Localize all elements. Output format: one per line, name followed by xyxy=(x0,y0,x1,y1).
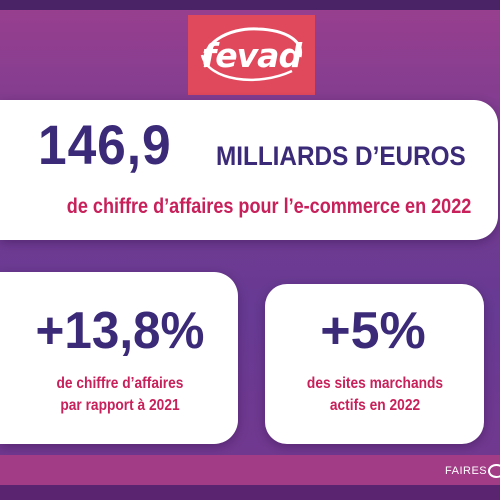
headline-number: 146,9 xyxy=(38,113,172,176)
stat-number-active-sites: +5% xyxy=(320,302,426,360)
stat-card-active-sites xyxy=(265,284,484,444)
stat-caption-line: par rapport à 2021 xyxy=(60,397,180,414)
bottom-strip xyxy=(0,485,500,500)
logo-swoosh-icon xyxy=(200,27,303,82)
headline-unit: MILLIARDS D’EUROS xyxy=(216,141,466,171)
logo-text: fevad xyxy=(201,35,302,75)
stat-card-revenue-growth xyxy=(0,272,238,444)
top-strip xyxy=(0,0,500,10)
footer-brand-text: FAIRES xyxy=(445,465,488,477)
headline-subtitle: de chiffre d’affaires pour l’e-commerce … xyxy=(66,195,472,218)
stat-caption-line: actifs en 2022 xyxy=(329,397,421,414)
bottom-band xyxy=(0,455,500,485)
stat-caption-active-sites: des sites marchands actifs en 2022 xyxy=(295,373,455,417)
stat-caption-revenue-growth: de chiffre d’affaires par rapport à 2021 xyxy=(34,373,206,417)
brand-ring-icon xyxy=(488,464,500,478)
headline-card xyxy=(0,100,498,240)
fevad-logo: fevad xyxy=(188,15,315,95)
stat-caption-line: de chiffre d’affaires xyxy=(56,375,184,392)
footer-brand-mark: FAIRES xyxy=(445,460,500,482)
stat-caption-line: des sites marchands xyxy=(306,375,444,392)
stat-number-revenue-growth: +13,8% xyxy=(35,302,205,360)
